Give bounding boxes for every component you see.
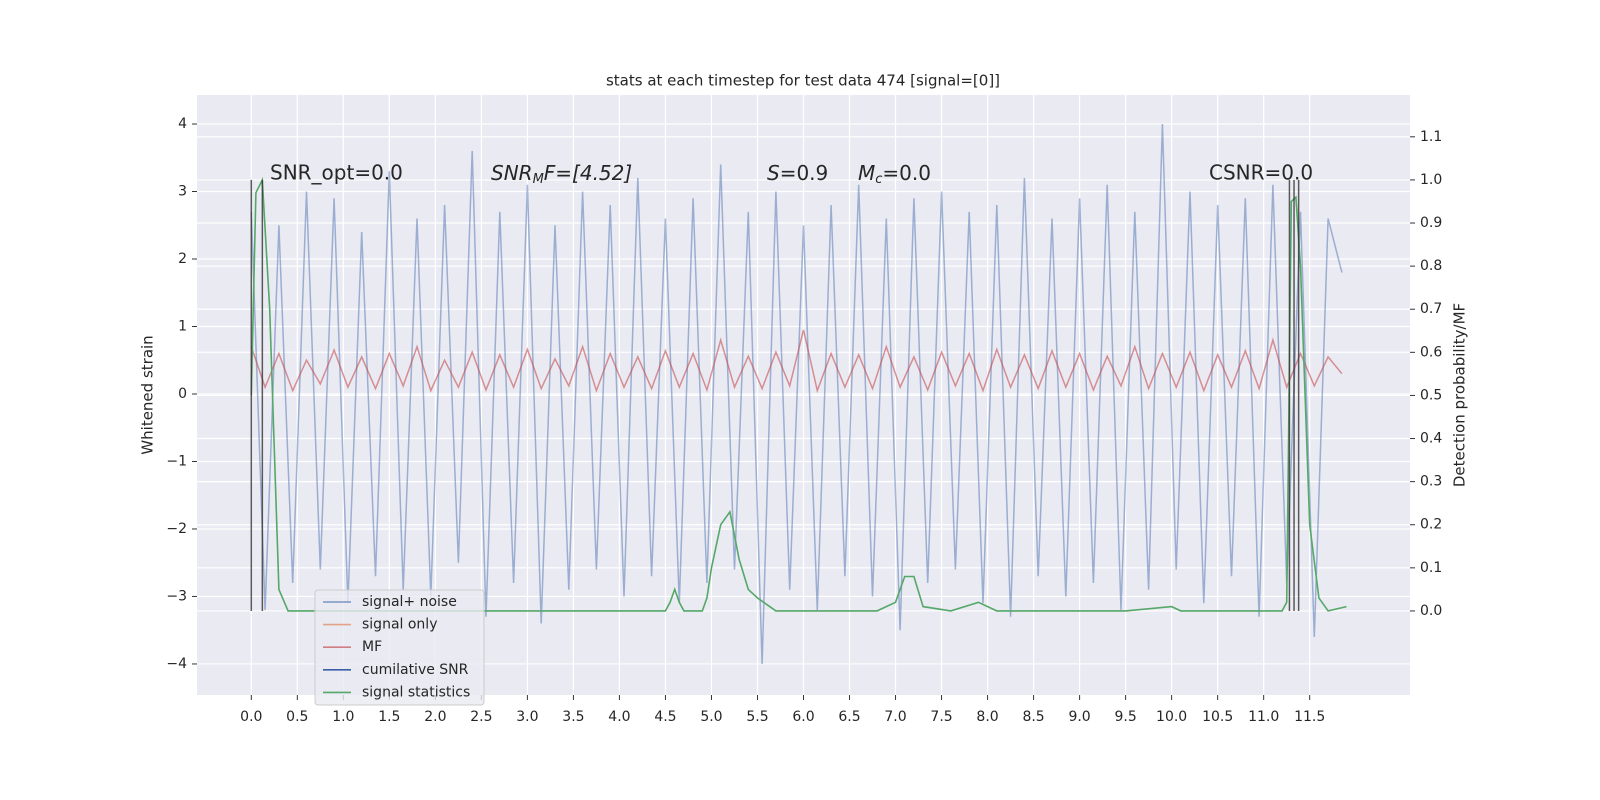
series-line [250,123,1343,665]
series-line [250,329,1343,394]
annotation-part: SNR [491,161,533,185]
annotation: SNRMF=[4.52] [491,161,632,187]
y-tick-label: 1 [178,318,187,334]
x-tick-label: 0.5 [286,709,308,725]
annotation-part: F=[4.52] [544,161,632,185]
x-tick-label: 6.5 [838,709,860,725]
y2-tick-label: 1.0 [1420,172,1442,188]
legend-label: signal statistics [362,684,470,700]
annotation: SNR_opt=0.0 [270,161,403,185]
y-tick-label: 3 [178,184,187,200]
y2-tick-label: 0.0 [1420,603,1442,619]
y2-tick-label: 0.3 [1420,474,1442,490]
x-tick-label: 10.5 [1202,709,1233,725]
y-tick-label: −2 [166,521,187,537]
x-tick-label: 4.5 [654,709,676,725]
y2-axis-label: Detection probability/MF [1451,303,1469,487]
x-tick-label: 2.0 [424,709,446,725]
x-tick-label: 3.0 [516,709,538,725]
annotation-part: M [533,172,544,187]
series-line [250,176,1347,612]
y2-tick-label: 0.2 [1420,517,1442,533]
x-tick-label: 10.0 [1156,709,1187,725]
annotation-part: =0.0 [882,161,931,185]
y2-tick-label: 0.1 [1420,560,1442,576]
y-tick-label: −4 [166,656,187,672]
legend-label: signal+ noise [362,594,457,610]
x-tick-label: 2.5 [470,709,492,725]
annotation: CSNR=0.0 [1209,161,1313,185]
x-tick-label: 7.0 [884,709,906,725]
x-tick-label: 8.0 [976,709,998,725]
x-tick-label: 9.0 [1068,709,1090,725]
x-tick-label: 0.0 [240,709,262,725]
x-tick-label: 4.0 [608,709,630,725]
annotation: Mc=0.0 [858,161,931,187]
y2-tick-label: 0.6 [1420,344,1442,360]
x-tick-label: 1.0 [332,709,354,725]
y2-tick-label: 0.5 [1420,387,1442,403]
x-tick-label: 11.0 [1248,709,1279,725]
chart-title: stats at each timestep for test data 474… [606,72,1000,90]
x-tick-label: 1.5 [378,709,400,725]
x-tick-label: 9.5 [1114,709,1136,725]
y2-tick-label: 1.1 [1420,129,1442,145]
y2-tick-label: 0.9 [1420,215,1442,231]
x-tick-label: 8.5 [1022,709,1044,725]
x-tick-label: 5.5 [746,709,768,725]
y2-tick-label: 0.7 [1420,301,1442,317]
annotation: S=0.9 [767,161,828,185]
legend-label: MF [362,639,382,655]
y-tick-label: −3 [166,588,187,604]
annotation-part: M [858,161,875,185]
y-tick-label: 2 [178,251,187,267]
x-tick-label: 5.0 [700,709,722,725]
x-tick-label: 7.5 [930,709,952,725]
x-tick-label: 3.5 [562,709,584,725]
y-tick-label: −1 [166,453,187,469]
annotation-part: =0.9 [780,161,829,185]
y2-tick-label: 0.8 [1420,258,1442,274]
y-tick-label: 0 [178,386,187,402]
x-tick-label: 6.0 [792,709,814,725]
y2-tick-label: 0.4 [1420,431,1442,447]
annotation-part: S [767,161,780,185]
legend-box [314,589,485,706]
legend-label: cumilative SNR [362,662,469,678]
legend-label: signal only [362,617,437,633]
annotation-part: c [875,172,882,187]
y-tick-label: 4 [178,116,187,132]
y-axis-label: Whitened strain [139,335,157,454]
x-tick-label: 11.5 [1294,709,1325,725]
